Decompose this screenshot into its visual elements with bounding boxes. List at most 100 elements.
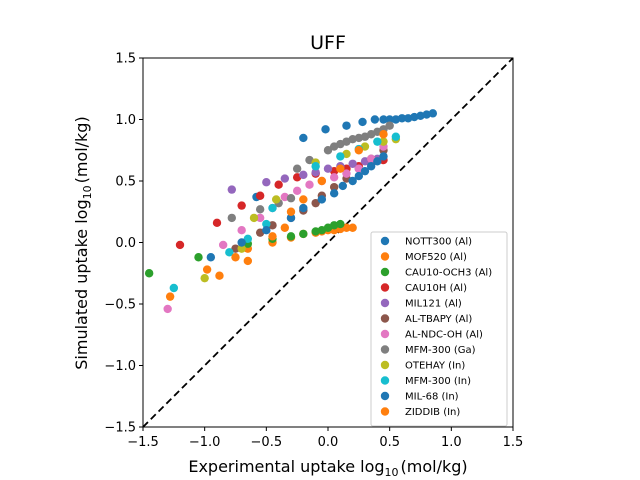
legend-marker	[380, 391, 390, 401]
y-axis-label: Simulated uptake log10 (mol/kg)	[72, 116, 94, 369]
legend-entry: MOF520 (Al)	[380, 252, 467, 263]
legend-marker	[380, 252, 390, 261]
legend-label: AL-NDC-OH (Al)	[405, 330, 483, 341]
legend-marker	[380, 314, 390, 323]
data-point	[348, 223, 357, 232]
data-point	[379, 137, 388, 146]
data-point	[286, 213, 296, 223]
legend-entry: AL-TBAPY (Al)	[380, 314, 472, 325]
legend-entry: ZIDDIB (In)	[380, 407, 460, 418]
legend-marker	[380, 236, 390, 246]
data-point	[373, 157, 382, 166]
data-point	[286, 194, 296, 203]
data-point	[280, 174, 290, 183]
data-point	[336, 164, 345, 173]
data-point	[268, 232, 277, 241]
series-11	[165, 130, 388, 301]
data-point	[385, 121, 394, 130]
legend-label: MFM-300 (Ga)	[405, 345, 476, 356]
data-point	[342, 121, 351, 130]
data-point	[379, 152, 388, 161]
data-point	[237, 226, 246, 235]
data-point	[317, 176, 327, 186]
data-point	[218, 240, 228, 250]
data-point	[169, 283, 179, 293]
data-point	[299, 133, 308, 143]
legend: NOTT300 (Al) MOF520 (Al) CAU10-OCH3 (Al) CA…	[370, 231, 508, 427]
data-point	[227, 213, 236, 223]
data-point	[358, 117, 367, 127]
data-point	[292, 186, 302, 196]
series-7	[227, 121, 394, 223]
data-point	[336, 152, 345, 161]
data-point	[385, 115, 394, 124]
data-point	[194, 253, 203, 262]
legend-marker	[380, 298, 390, 308]
legend-label: CAU10H (Al)	[405, 283, 467, 294]
data-point	[323, 164, 333, 173]
y-tick-label: −1.5	[104, 421, 136, 436]
data-point	[311, 168, 320, 177]
data-point	[379, 115, 388, 124]
data-point	[274, 180, 283, 189]
legend-label: ZIDDIB (In)	[405, 407, 460, 418]
x-tick-label: 1.0	[441, 435, 462, 450]
x-tick-label: −0.5	[251, 435, 283, 450]
data-point	[373, 137, 382, 146]
legend-entry: MFM-300 (Ga)	[380, 345, 476, 356]
data-point	[329, 182, 339, 192]
data-point	[163, 304, 172, 314]
legend-entry: MIL121 (Al)	[380, 298, 462, 310]
legend-label: MIL-68 (In)	[405, 392, 459, 403]
y-tick-label: 1.0	[115, 113, 136, 128]
series-10	[206, 152, 388, 262]
legend-entry: MFM-300 (In)	[380, 376, 471, 387]
data-point	[272, 195, 281, 204]
reference-line	[142, 57, 514, 428]
x-tick-label: −1.5	[127, 435, 159, 450]
x-axis-label-prefix: Experimental uptake log	[188, 457, 384, 476]
legend-box	[370, 231, 508, 427]
chart-title: UFF	[310, 32, 346, 54]
data-point	[354, 146, 364, 155]
x-tick-label: 0.5	[379, 435, 400, 450]
data-point	[311, 162, 320, 171]
legend-label: AL-TBAPY (Al)	[405, 314, 472, 325]
data-point	[366, 162, 376, 171]
data-point	[212, 218, 222, 228]
data-point	[299, 203, 308, 213]
data-point	[292, 164, 302, 173]
data-point	[255, 191, 265, 200]
legend-marker	[380, 360, 390, 370]
data-point	[360, 166, 370, 176]
data-point	[305, 180, 314, 189]
data-point	[379, 130, 388, 139]
legend-marker	[380, 407, 390, 416]
legend-marker	[380, 329, 390, 339]
legend-marker	[380, 345, 390, 354]
data-point	[206, 253, 216, 262]
y-tick-label: 1.5	[115, 52, 136, 67]
data-point	[342, 223, 351, 232]
legend-label: MIL121 (Al)	[405, 299, 462, 310]
data-point	[348, 176, 357, 186]
legend-label: OTEHAY (In)	[405, 361, 465, 372]
data-point	[348, 159, 357, 168]
data-point	[231, 244, 240, 253]
legend-entry: CAU10H (Al)	[380, 283, 467, 294]
data-point	[329, 173, 339, 182]
x-axis-label: Experimental uptake log10 (mol/kg)	[188, 457, 467, 479]
data-point	[255, 205, 265, 214]
data-point	[299, 229, 308, 239]
data-point	[243, 234, 253, 244]
y-axis-label-unit: (mol/kg)	[72, 116, 91, 183]
data-point	[338, 181, 347, 191]
data-point	[225, 248, 234, 257]
data-point	[321, 125, 330, 134]
data-point	[329, 189, 339, 198]
data-point	[165, 292, 175, 301]
data-point	[311, 198, 320, 208]
legend-entry: OTEHAY (In)	[380, 360, 465, 372]
data-point	[202, 265, 212, 274]
